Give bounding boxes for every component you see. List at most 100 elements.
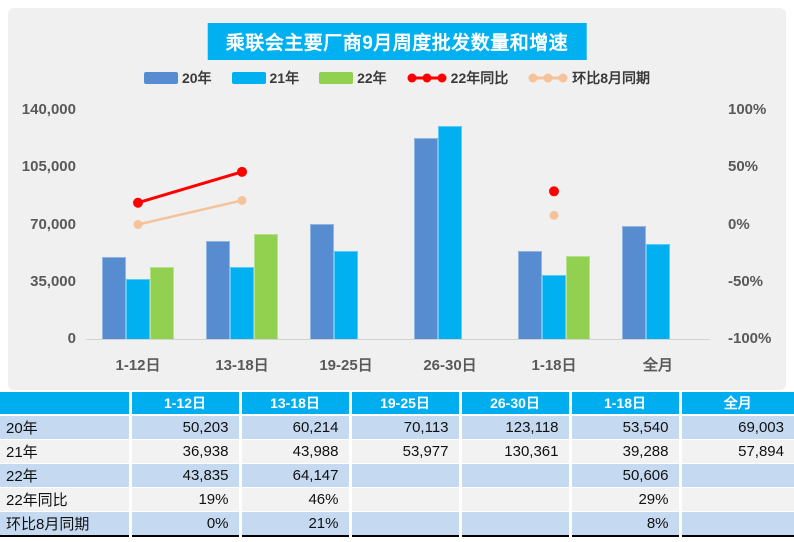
data-point [549,210,559,220]
table-row: 21年 36,938 43,988 53,977 130,361 39,288 57,894 [0,439,794,464]
legend-line-marker [528,73,568,83]
table-cell: 130,361 [460,439,572,464]
legend-item: 22年 [319,68,387,88]
bar [102,257,126,339]
bar [622,226,646,339]
table-row: 22年同比 19% 46% 29% [0,487,794,512]
table-cell: 50,203 [130,415,242,440]
line-series-layer [133,166,559,229]
table-cell: 46% [240,487,352,512]
x-axis-category-label: 26-30日 [423,357,477,374]
bar [150,267,174,339]
x-axis-category-label: 1-18日 [531,357,577,374]
table-cell [680,463,794,488]
chart-panel: 乘联会主要厂商9月周度批发数量和增速 20年 21年 22年 22年同比 环比8月同期 … [8,8,786,390]
data-point [237,195,247,205]
right-axis-tick: -100% [728,330,772,347]
row-label-cell: 环比8月同期 [0,511,132,537]
table-cell [460,511,572,537]
row-label-cell: 21年 [0,439,132,464]
table-cell: 39,288 [570,439,682,464]
table-cell [350,511,462,537]
table-cell: 53,540 [570,415,682,440]
left-axis-tick: 35,000 [30,272,76,290]
x-axis-category-label: 全月 [642,357,673,374]
column-header [0,392,132,416]
right-axis-tick: 100% [728,101,767,118]
legend-item: 20年 [143,68,212,88]
column-header: 13-18日 [240,392,352,416]
column-header: 19-25日 [350,392,462,416]
table-cell: 29% [570,487,682,512]
data-point [133,197,143,208]
table-cell [350,463,462,488]
row-label-cell: 22年 [0,463,132,488]
legend-line-marker [407,73,447,83]
x-axis-category-label: 1-12日 [115,357,161,374]
chart-legend: 20年 21年 22年 22年同比 环比8月同期 [8,68,786,88]
legend-bar-swatch [143,72,178,84]
table-cell: 21% [240,511,352,537]
table-cell: 19% [130,487,242,512]
column-header: 全月 [680,392,794,416]
table-cell: 53,977 [350,439,462,464]
chart-title: 乘联会主要厂商9月周度批发数量和增速 [207,23,587,60]
legend-label: 环比8月同期 [572,70,651,86]
bar [310,224,334,339]
table-cell: 60,214 [240,415,352,440]
legend-bar-swatch [319,72,354,84]
table-cell: 36,938 [130,439,242,464]
right-axis-tick: -50% [728,272,764,290]
column-header: 26-30日 [460,392,572,416]
bar [230,267,254,339]
table-row: 22年 43,835 64,147 50,606 [0,463,794,488]
data-point [549,186,559,197]
bar [646,244,670,339]
x-axis-category-label: 19-25日 [319,357,373,374]
bar [414,138,438,339]
bar [566,256,590,339]
table-cell: 43,988 [240,439,352,464]
left-axis-tick: 70,000 [30,215,76,233]
table-cell: 50,606 [570,463,682,488]
legend-item: 22年同比 [407,68,509,88]
table-cell: 8% [570,511,682,537]
row-label-cell: 20年 [0,415,132,440]
table-cell: 69,003 [680,415,794,440]
legend-label: 20年 [181,70,212,86]
bar [254,234,278,339]
right-axis-tick: 50% [728,158,759,176]
x-axis-category-label: 13-18日 [215,357,269,374]
table-header-row: 1-12日 13-18日 19-25日 26-30日 1-18日 全月 [0,392,794,416]
table-cell [460,463,572,488]
data-table: 1-12日 13-18日 19-25日 26-30日 1-18日 全月 20年 50,203… [0,392,794,537]
bar [126,279,150,339]
column-header: 1-12日 [130,392,242,416]
right-axis-tick: 0% [728,215,750,233]
bar [542,275,566,339]
table-cell [680,511,794,537]
data-point [133,220,143,229]
plot-area [86,110,710,340]
legend-item: 21年 [231,68,300,88]
data-point [237,166,247,177]
table-cell [460,487,572,512]
table-cell: 64,147 [240,463,352,488]
table-cell: 123,118 [460,415,572,440]
bar [334,251,358,339]
legend-label: 21年 [269,70,300,86]
legend-label: 22年 [357,70,387,86]
row-label-cell: 22年同比 [0,487,132,512]
table-row: 环比8月同期 0% 21% 8% [0,511,794,537]
legend-item: 环比8月同期 [528,68,650,88]
bar [206,241,230,339]
legend-label: 22年同比 [450,70,509,86]
bar [518,251,542,339]
table-cell: 70,113 [350,415,462,440]
table-cell: 43,835 [130,463,242,488]
legend-bar-swatch [231,72,266,84]
left-axis-tick: 140,000 [21,101,76,118]
column-header: 1-18日 [570,392,682,416]
table-cell: 0% [130,511,242,537]
left-axis-tick: 105,000 [21,158,76,176]
